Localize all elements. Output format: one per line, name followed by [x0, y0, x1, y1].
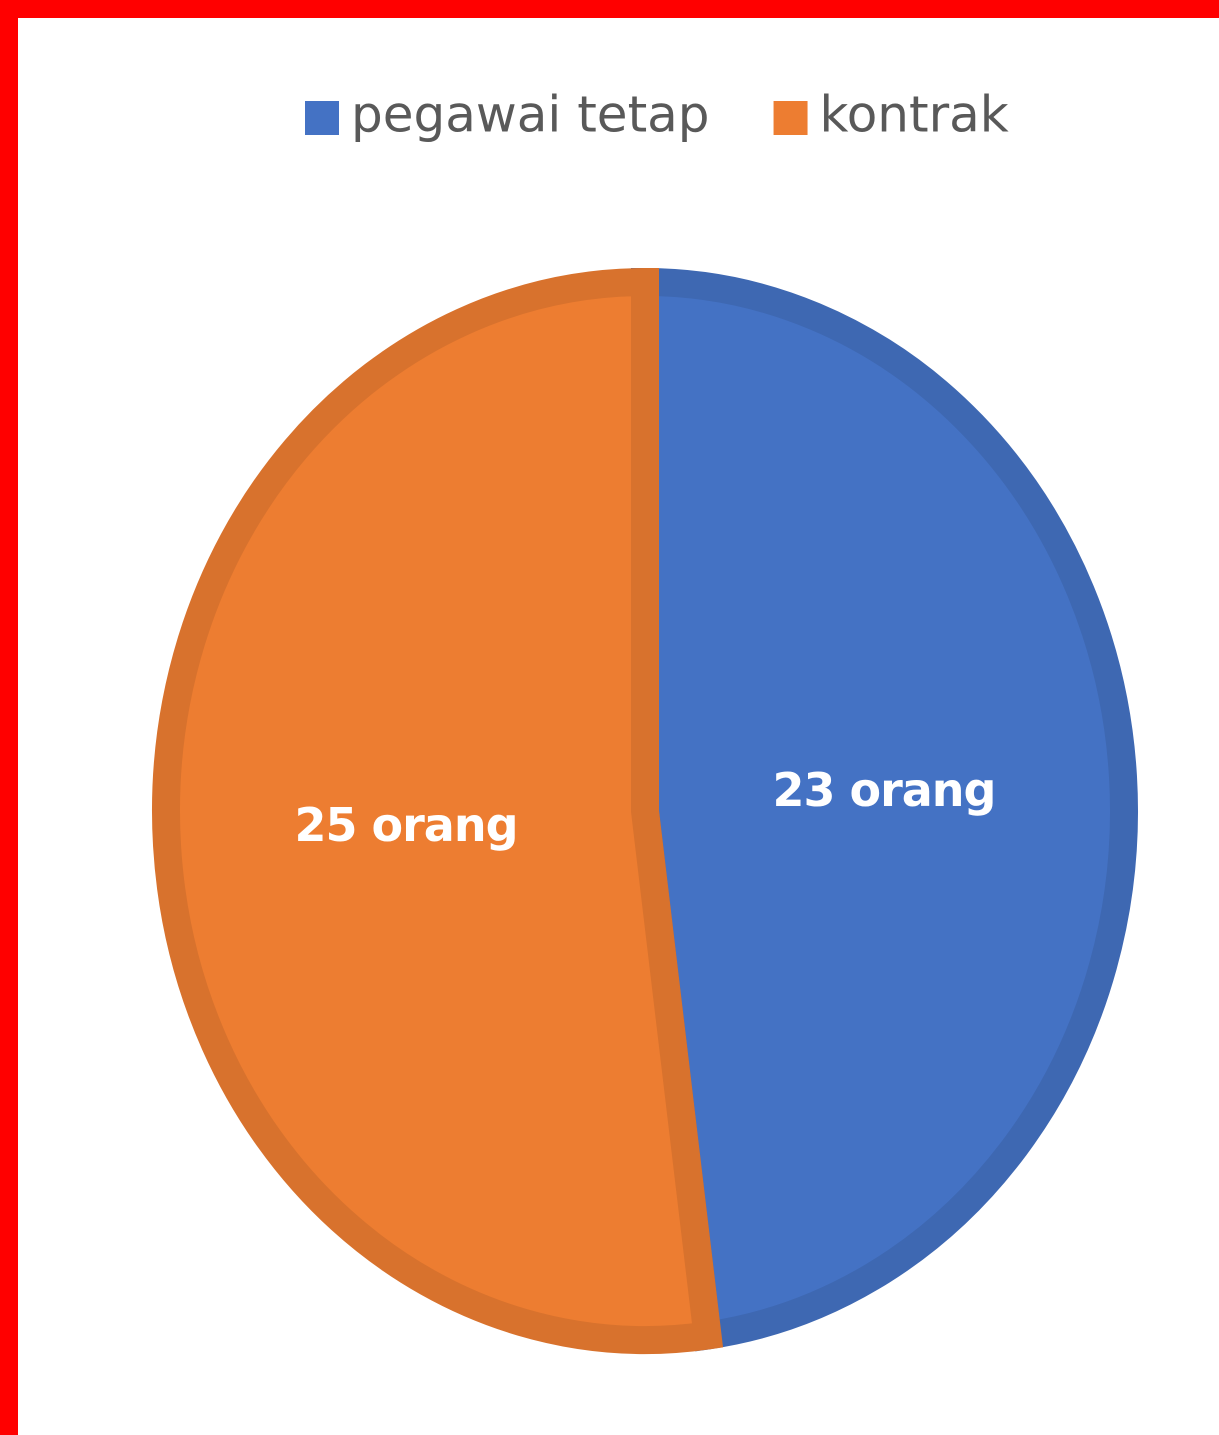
value-label: 23 orang [772, 763, 995, 817]
legend: pegawai tetap kontrak [305, 86, 1009, 144]
legend-swatch [773, 101, 808, 135]
legend-text: kontrak [820, 86, 1009, 144]
legend-swatch [305, 101, 339, 135]
frame-top [0, 0, 1219, 18]
frame-left [0, 0, 18, 1435]
pie-slice [631, 267, 1138, 1352]
value-label: 25 orang [294, 798, 517, 852]
legend-text: pegawai tetap [351, 86, 710, 144]
pie-slice [152, 267, 724, 1354]
plot: 23 orang 25 orang [152, 267, 1138, 1354]
